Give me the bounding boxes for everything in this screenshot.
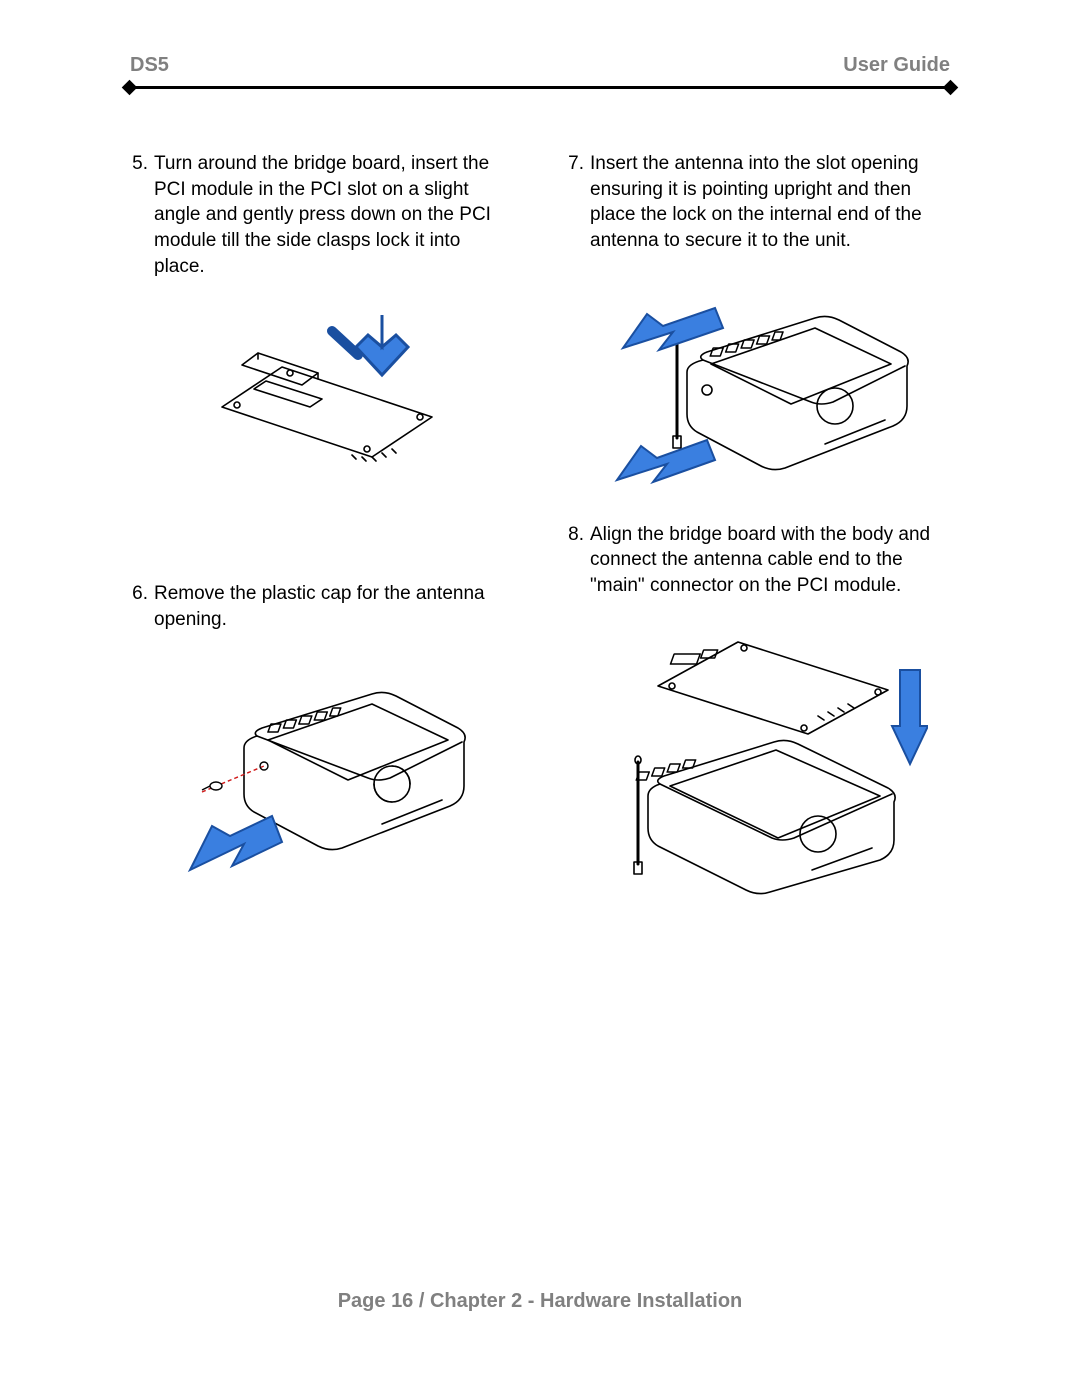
figure-5-svg (182, 297, 462, 477)
header-right: User Guide (843, 54, 950, 77)
step-5: 5. Turn around the bridge board, insert … (128, 151, 516, 279)
right-column: 7. Insert the antenna into the slot open… (564, 151, 952, 896)
figure-7-svg (603, 288, 913, 488)
page-header: DS5 User Guide (128, 54, 952, 79)
header-rule (128, 81, 952, 95)
page-footer: Page 16 / Chapter 2 - Hardware Installat… (0, 1290, 1080, 1313)
step-7-text: Insert the antenna into the slot opening… (590, 151, 952, 254)
step-8-text: Align the bridge board with the body and… (590, 522, 952, 599)
figure-8 (564, 616, 952, 896)
left-column: 5. Turn around the bridge board, insert … (128, 151, 516, 896)
step-5-text: Turn around the bridge board, insert the… (154, 151, 516, 279)
header-left: DS5 (130, 54, 169, 77)
step-8: 8. Align the bridge board with the body … (564, 522, 952, 599)
figure-5 (128, 297, 516, 477)
content-columns: 5. Turn around the bridge board, insert … (128, 151, 952, 896)
step-7: 7. Insert the antenna into the slot open… (564, 151, 952, 254)
figure-7 (564, 288, 952, 488)
step-5-number: 5. (128, 151, 154, 279)
rule-diamond-right-icon (943, 80, 959, 96)
page-body: DS5 User Guide 5. Turn around the bridge… (128, 54, 952, 896)
rule-line (128, 86, 952, 89)
step-6-text: Remove the plastic cap for the antenna o… (154, 581, 516, 632)
figure-6-svg (172, 666, 472, 886)
step-7-number: 7. (564, 151, 590, 254)
step-6: 6. Remove the plastic cap for the antenn… (128, 581, 516, 632)
step-8-number: 8. (564, 522, 590, 599)
step-6-number: 6. (128, 581, 154, 632)
footer-text: Page 16 / Chapter 2 - Hardware Installat… (338, 1290, 743, 1312)
figure-6 (128, 666, 516, 886)
figure-8-svg (588, 616, 928, 896)
